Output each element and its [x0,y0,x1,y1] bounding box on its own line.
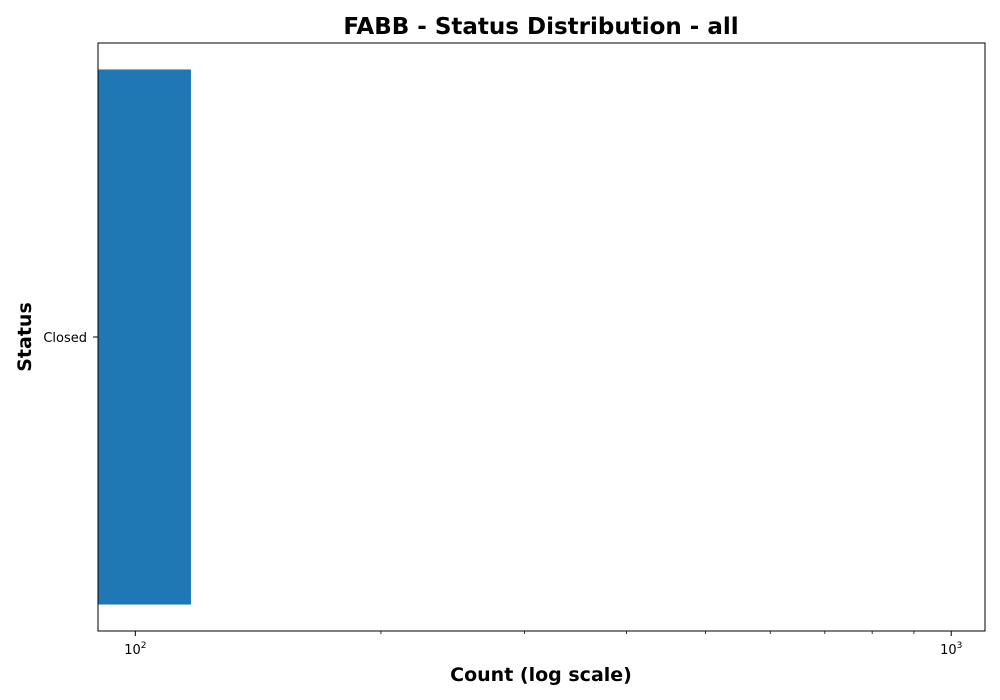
axes-frame [97,42,986,632]
chart-title: FABB - Status Distribution - all [343,14,738,40]
bar-closed [98,69,191,605]
y-axis-label: Status [14,302,36,372]
x-axis-label: Count (log scale) [450,664,632,686]
x-tick-label: 102 [124,641,146,658]
x-tick-label: 103 [940,641,962,658]
y-tick-label-closed: Closed [43,331,87,346]
plot-area: Closed 102 103 [43,42,986,658]
